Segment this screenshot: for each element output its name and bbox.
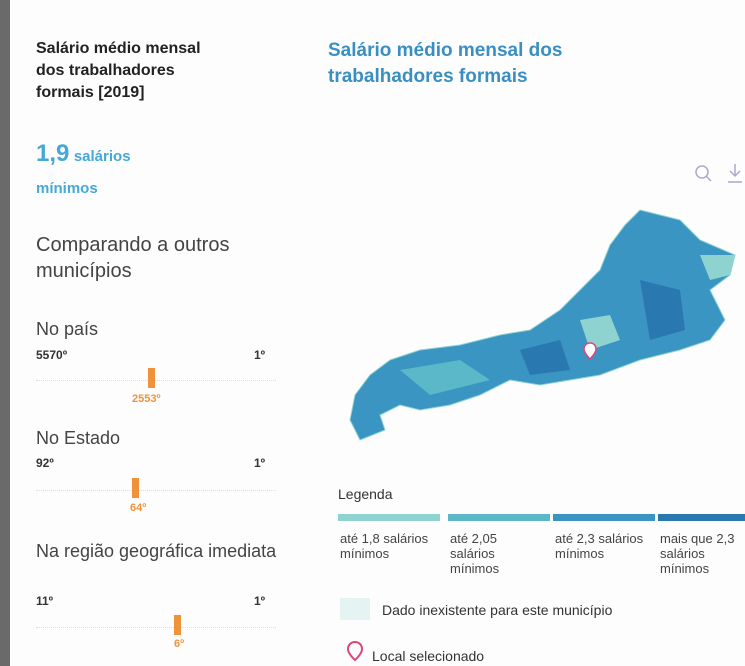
section-label: Na região geográfica imediata bbox=[36, 541, 277, 561]
rank-marker bbox=[132, 478, 139, 498]
selected-label: Local selecionado bbox=[372, 648, 485, 664]
indicator-title: Salário médio mensal dos trabalhadores f… bbox=[36, 40, 201, 101]
map-title: Salário médio mensal dos trabalhadores f… bbox=[328, 40, 563, 87]
rank-min: 11º bbox=[36, 594, 54, 608]
zoom-icon[interactable] bbox=[695, 165, 709, 179]
rank: 64º bbox=[130, 502, 147, 514]
no-data-swatch bbox=[340, 598, 370, 620]
pin-icon bbox=[346, 640, 364, 662]
legend-label: até 2,05 salários mínimos bbox=[450, 531, 500, 576]
rank-min: 92º bbox=[36, 456, 54, 470]
indicator-value: 1,9 salários bbox=[36, 140, 131, 168]
legend-swatch bbox=[448, 514, 550, 521]
rank-scale bbox=[36, 627, 276, 628]
rank-max: 1º bbox=[254, 348, 266, 362]
legend-swatch bbox=[658, 514, 745, 521]
rank: 2553º bbox=[132, 393, 161, 405]
unit: mínimos bbox=[36, 180, 98, 197]
legend-title: Legenda bbox=[338, 486, 393, 502]
rank: 6º bbox=[174, 638, 185, 650]
map bbox=[349, 209, 736, 441]
legend-swatch bbox=[338, 514, 440, 521]
section-label: No país bbox=[36, 319, 99, 339]
rank-marker bbox=[174, 615, 181, 635]
rank-max: 1º bbox=[254, 456, 266, 470]
download-icon[interactable] bbox=[728, 164, 742, 183]
rank-max: 1º bbox=[254, 594, 266, 608]
legend-label: mais que 2,3 salários mínimos bbox=[660, 531, 735, 576]
rank-marker bbox=[148, 368, 155, 388]
legend-swatch bbox=[553, 514, 655, 521]
rank-scale bbox=[36, 490, 276, 491]
legend-label: até 2,3 salários mínimos bbox=[555, 531, 644, 561]
unit: salários bbox=[73, 148, 131, 165]
rank-min: 5570º bbox=[36, 348, 68, 362]
rank-scale bbox=[36, 380, 276, 381]
compare-heading: Comparando a outros municípios bbox=[36, 234, 230, 282]
legend-label: até 1,8 salários mínimos bbox=[340, 531, 429, 561]
section-label: No Estado bbox=[36, 428, 121, 448]
map-tools bbox=[695, 164, 742, 183]
value: 1,9 bbox=[36, 140, 70, 167]
no-data-label: Dado inexistente para este município bbox=[382, 602, 613, 618]
